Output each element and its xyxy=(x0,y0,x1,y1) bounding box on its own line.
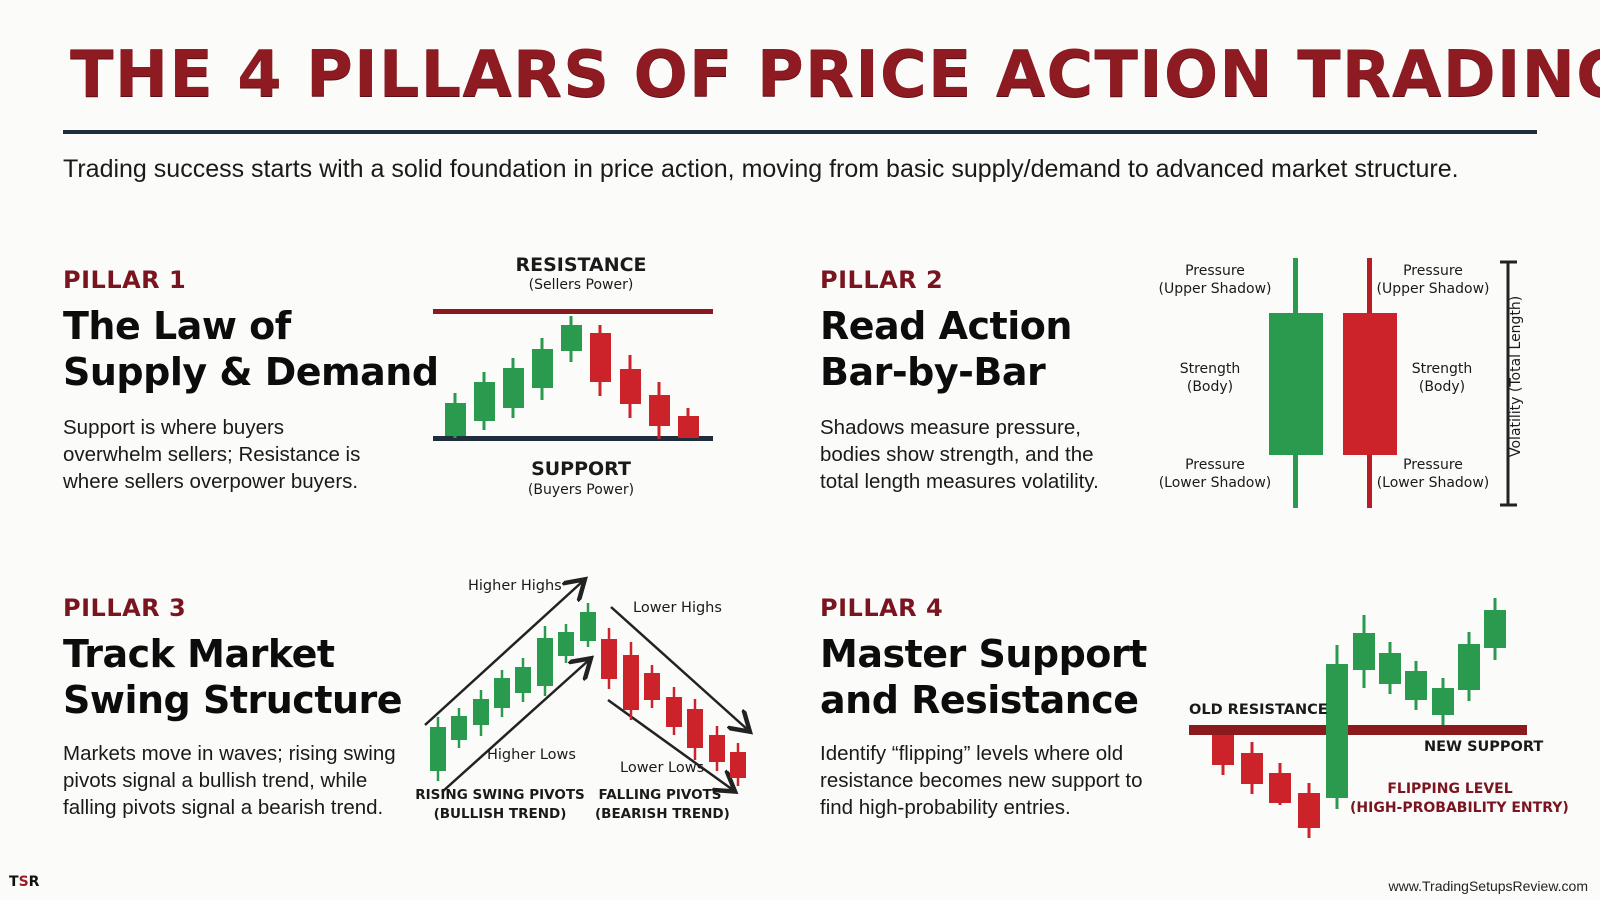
lower-pressure-text: Pressure xyxy=(1185,457,1245,473)
strength-text: Strength xyxy=(1411,361,1473,377)
body-text: (Body) xyxy=(1418,379,1466,395)
page-title: THE 4 PILLARS OF PRICE ACTION TRADING xyxy=(70,38,1600,112)
flipping-level-label: FLIPPING LEVEL (HIGH-PROBABILITY ENTRY) xyxy=(1350,780,1569,818)
logo-r: R xyxy=(28,874,40,890)
high-probability-entry-text: (HIGH-PROBABILITY ENTRY) xyxy=(1350,800,1569,816)
pillar-4-heading-line1: Master Support xyxy=(820,632,1147,676)
old-resistance-label: OLD RESISTANCE xyxy=(1189,702,1328,718)
pillar-4-description: Identify “flipping” levels where old res… xyxy=(820,742,1143,819)
red-lower-shadow-label: Pressure (Lower Shadow) xyxy=(1368,456,1498,492)
support-sub-label: (Buyers Power) xyxy=(527,482,635,498)
pillar-1-label: PILLAR 1 xyxy=(63,266,187,294)
red-upper-shadow-label: Pressure (Upper Shadow) xyxy=(1368,262,1498,298)
lower-pressure-text: Pressure xyxy=(1403,457,1463,473)
tsr-logo: TSR xyxy=(9,874,39,890)
upper-pressure-text: Pressure xyxy=(1403,263,1463,279)
resistance-sub-label: (Sellers Power) xyxy=(528,277,634,293)
strength-text: Strength xyxy=(1179,361,1241,377)
pillar-1-heading-line1: The Law of xyxy=(63,304,291,348)
lower-shadow-text: (Lower Shadow) xyxy=(1376,475,1490,491)
pillar-3-heading: Track Market Swing Structure xyxy=(63,631,403,723)
bearish-trend-text: (BEARISH TREND) xyxy=(595,806,730,822)
candle-anatomy-chart xyxy=(1269,258,1517,508)
swing-structure-chart xyxy=(424,570,765,840)
pillar-2-heading-line1: Read Action xyxy=(820,304,1072,348)
green-body-label: Strength (Body) xyxy=(1160,360,1260,396)
pillar-4-heading: Master Support and Resistance xyxy=(820,631,1147,723)
flipping-level-chart xyxy=(1189,598,1527,838)
flipping-level-title: FLIPPING LEVEL xyxy=(1387,781,1513,797)
bullish-trend-text: (BULLISH TREND) xyxy=(433,806,567,822)
supply-demand-chart xyxy=(433,309,713,441)
body-text: (Body) xyxy=(1186,379,1234,395)
flipping-level-diagram: OLD RESISTANCE NEW SUPPORT FLIPPING LEVE… xyxy=(1160,580,1569,840)
pillar-1-heading-line2: Supply & Demand xyxy=(63,350,439,394)
logo-t: T xyxy=(9,874,19,890)
red-body-label: Strength (Body) xyxy=(1402,360,1482,396)
rising-pivots-title: RISING SWING PIVOTS xyxy=(415,787,585,803)
pillar-4-heading-line2: and Resistance xyxy=(820,678,1139,722)
supply-demand-diagram: RESISTANCE (Sellers Power) SUPPORT (Buye… xyxy=(430,250,730,510)
lower-shadow-text: (Lower Shadow) xyxy=(1158,475,1272,491)
support-label: SUPPORT xyxy=(531,458,631,480)
upper-shadow-text: (Upper Shadow) xyxy=(1376,281,1490,297)
new-support-label: NEW SUPPORT xyxy=(1424,739,1544,755)
swing-structure-diagram: Higher Highs Higher Lows Lower Highs Low… xyxy=(415,570,765,840)
pillar-3-heading-line1: Track Market xyxy=(63,632,335,676)
upper-shadow-text: (Upper Shadow) xyxy=(1158,281,1272,297)
title-divider xyxy=(63,130,1537,134)
lower-highs-label: Lower Highs xyxy=(633,600,722,616)
pillar-1-heading: The Law of Supply & Demand xyxy=(63,303,439,395)
rising-pivots-label: RISING SWING PIVOTS (BULLISH TREND) xyxy=(415,786,585,824)
green-lower-shadow-label: Pressure (Lower Shadow) xyxy=(1150,456,1280,492)
logo-s: S xyxy=(18,874,29,890)
website-link[interactable]: www.TradingSetupsReview.com xyxy=(1388,878,1588,894)
falling-pivots-title: FALLING PIVOTS xyxy=(598,787,722,803)
lower-lows-label: Lower Lows xyxy=(620,760,705,776)
higher-lows-label: Higher Lows xyxy=(487,747,576,763)
pillar-2-heading-line2: Bar-by-Bar xyxy=(820,350,1046,394)
falling-pivots-label: FALLING PIVOTS (BEARISH TREND) xyxy=(595,786,730,824)
upper-pressure-text: Pressure xyxy=(1185,263,1245,279)
volatility-label: Volatility (Total Length) xyxy=(1508,295,1524,457)
pillar-2-label: PILLAR 2 xyxy=(820,266,944,294)
pillar-3-heading-line2: Swing Structure xyxy=(63,678,403,722)
resistance-label: RESISTANCE xyxy=(515,254,647,276)
pillar-4-label: PILLAR 4 xyxy=(820,594,944,622)
candle-anatomy-diagram: Pressure (Upper Shadow) Strength (Body) … xyxy=(1150,250,1550,520)
page-subtitle: Trading success starts with a solid foun… xyxy=(63,155,1459,183)
pillar-2-heading: Read Action Bar-by-Bar xyxy=(820,303,1072,395)
pillar-1-description: Support is where buyers overwhelm seller… xyxy=(63,416,361,493)
pillar-3-description: Markets move in waves; rising swing pivo… xyxy=(63,742,396,819)
higher-highs-label: Higher Highs xyxy=(468,578,562,594)
pillar-3-label: PILLAR 3 xyxy=(63,594,187,622)
pillar-2-description: Shadows measure pressure, bodies show st… xyxy=(820,416,1099,493)
green-upper-shadow-label: Pressure (Upper Shadow) xyxy=(1150,262,1280,298)
